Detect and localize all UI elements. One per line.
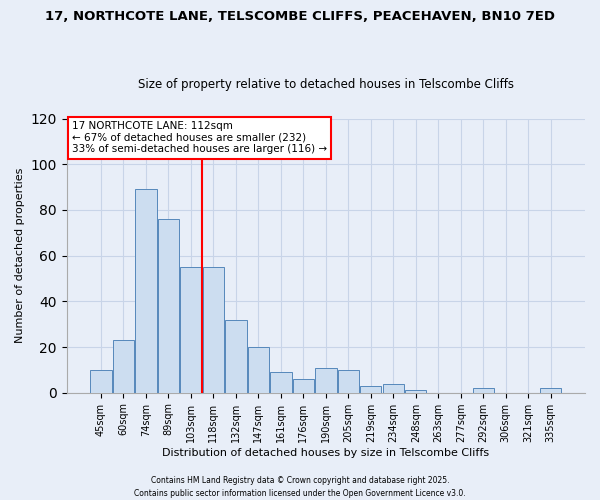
Bar <box>248 347 269 393</box>
Bar <box>225 320 247 392</box>
Text: 17, NORTHCOTE LANE, TELSCOMBE CLIFFS, PEACEHAVEN, BN10 7ED: 17, NORTHCOTE LANE, TELSCOMBE CLIFFS, PE… <box>45 10 555 23</box>
Bar <box>338 370 359 392</box>
Bar <box>293 379 314 392</box>
Bar <box>135 190 157 392</box>
Bar <box>405 390 427 392</box>
Title: Size of property relative to detached houses in Telscombe Cliffs: Size of property relative to detached ho… <box>138 78 514 91</box>
Bar <box>90 370 112 392</box>
Bar <box>360 386 382 392</box>
Text: 17 NORTHCOTE LANE: 112sqm
← 67% of detached houses are smaller (232)
33% of semi: 17 NORTHCOTE LANE: 112sqm ← 67% of detac… <box>72 122 327 154</box>
Bar <box>315 368 337 392</box>
Bar <box>383 384 404 392</box>
Bar <box>473 388 494 392</box>
Bar <box>158 219 179 392</box>
Bar <box>540 388 562 392</box>
Bar <box>180 267 202 392</box>
Bar <box>270 372 292 392</box>
Text: Contains HM Land Registry data © Crown copyright and database right 2025.
Contai: Contains HM Land Registry data © Crown c… <box>134 476 466 498</box>
Y-axis label: Number of detached properties: Number of detached properties <box>15 168 25 344</box>
X-axis label: Distribution of detached houses by size in Telscombe Cliffs: Distribution of detached houses by size … <box>162 448 490 458</box>
Bar <box>203 267 224 392</box>
Bar <box>113 340 134 392</box>
